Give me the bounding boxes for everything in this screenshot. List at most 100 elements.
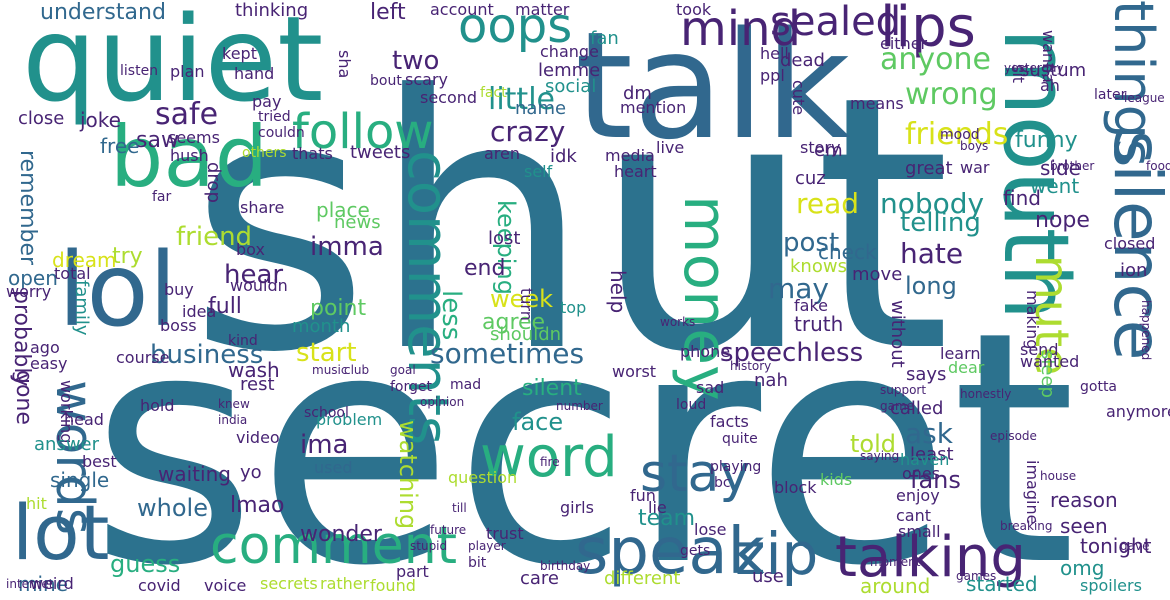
word: club (344, 363, 370, 377)
word: try (112, 244, 143, 269)
word: place (316, 198, 370, 222)
word: quite (722, 431, 758, 447)
word: went (1030, 174, 1080, 198)
word: turn (517, 288, 536, 321)
word: phone (680, 342, 731, 361)
word: close (18, 108, 65, 129)
word: worst (612, 362, 657, 381)
word: anymore (1106, 402, 1170, 421)
word: told (850, 430, 896, 458)
word: money (670, 195, 740, 401)
word: secret (90, 264, 1077, 600)
word: weird (30, 574, 74, 593)
word: far (152, 189, 172, 205)
word: left (370, 0, 406, 25)
word: best (82, 452, 117, 471)
word: haven (900, 450, 950, 469)
word: different (604, 568, 681, 589)
word: silent (522, 376, 582, 401)
word: may (768, 272, 830, 305)
word: yesterday (1004, 61, 1064, 75)
word: house (1040, 469, 1077, 483)
word: face (512, 408, 564, 436)
word: india (218, 413, 248, 427)
word: moment (870, 555, 921, 569)
word: shut (188, 21, 952, 429)
word: bc (714, 475, 731, 491)
word: internet (6, 577, 54, 591)
word: ah (1040, 76, 1060, 95)
word: sealed (770, 0, 902, 45)
word: open (8, 266, 58, 290)
word: works (660, 315, 696, 329)
word: tweets (350, 142, 411, 163)
word: trust (486, 524, 524, 543)
word: says (906, 364, 947, 385)
word: idea (182, 302, 217, 321)
word: bit (468, 555, 487, 571)
word: worry (6, 282, 52, 301)
word: week (490, 285, 554, 313)
word: tonight (1080, 534, 1152, 558)
word: honestly (960, 387, 1012, 401)
word: comment (210, 516, 458, 576)
word: funny (1015, 128, 1078, 153)
word: name (515, 98, 567, 119)
word: move (852, 264, 903, 285)
word: later (1094, 87, 1127, 103)
word: gave (1120, 539, 1150, 553)
word: lips (880, 0, 976, 60)
word: saying (860, 449, 900, 463)
word: kids (820, 470, 853, 489)
word: social (545, 76, 597, 97)
word: top (560, 298, 587, 317)
word: problem (316, 410, 383, 429)
word: support (880, 383, 927, 397)
word: war (960, 158, 990, 177)
word: cant (896, 506, 932, 525)
word: school (304, 405, 349, 421)
word: wrong (905, 77, 998, 112)
word: buy (164, 280, 194, 299)
word: called (890, 398, 944, 419)
word: mood (940, 127, 980, 143)
word: fact (480, 85, 507, 101)
word: lose (694, 520, 727, 539)
word: watching (394, 420, 422, 530)
word: knew (218, 397, 250, 411)
word: enjoy (896, 486, 940, 505)
word: question (448, 468, 518, 487)
word: facts (710, 412, 749, 431)
word: history (730, 359, 772, 373)
word: find (1003, 186, 1041, 210)
word: rest (240, 374, 275, 395)
word: episode (990, 429, 1037, 443)
word: opinion (420, 395, 465, 409)
word: ppl (760, 66, 785, 85)
word: change (540, 42, 599, 61)
word: food (1146, 159, 1170, 173)
word: cuz (795, 168, 826, 189)
word: telling (900, 208, 981, 238)
word: single (50, 468, 110, 492)
word: ima (300, 430, 349, 460)
word: took (676, 0, 712, 19)
word: fire (540, 455, 560, 469)
word: talking (835, 525, 1026, 590)
word: brother (1050, 159, 1095, 173)
word: two (392, 46, 440, 76)
word: use (752, 566, 784, 587)
word: reason (1050, 488, 1118, 512)
word: second (420, 88, 478, 107)
word: quiet (22, 0, 324, 128)
word: fans (910, 466, 961, 494)
word: point (310, 296, 367, 321)
word: long (905, 272, 957, 300)
word: game (880, 399, 915, 413)
word: talk (575, 0, 851, 172)
word: imma (310, 232, 384, 262)
word: part (396, 562, 429, 581)
word: imagine (1023, 460, 1042, 525)
word: ones (902, 464, 941, 483)
word: follow (292, 104, 434, 160)
